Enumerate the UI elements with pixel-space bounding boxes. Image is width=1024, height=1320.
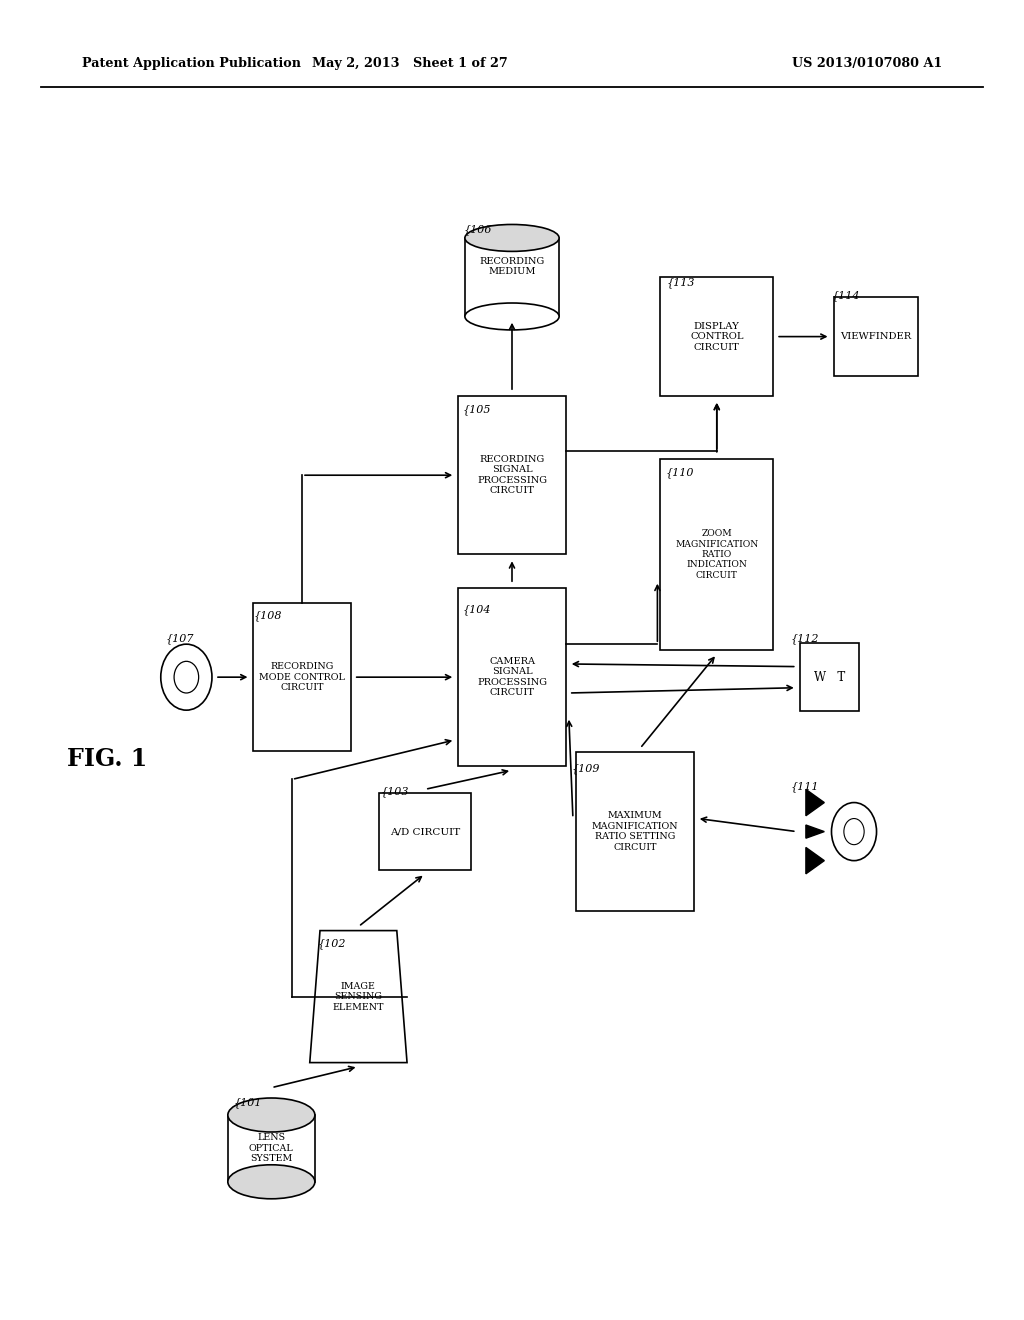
Polygon shape <box>806 847 824 874</box>
Bar <box>465 238 559 317</box>
Text: RECORDING
MODE CONTROL
CIRCUIT: RECORDING MODE CONTROL CIRCUIT <box>259 663 345 692</box>
Ellipse shape <box>227 1098 315 1133</box>
Bar <box>660 459 773 651</box>
Text: Patent Application Publication: Patent Application Publication <box>82 57 301 70</box>
Text: {105: {105 <box>463 404 492 414</box>
Text: {106: {106 <box>464 224 493 235</box>
Bar <box>575 752 694 911</box>
Bar <box>459 589 565 766</box>
Text: {107: {107 <box>166 634 195 644</box>
Polygon shape <box>309 931 407 1063</box>
Text: A/D CIRCUIT: A/D CIRCUIT <box>390 828 460 836</box>
Text: CAMERA
SIGNAL
PROCESSING
CIRCUIT: CAMERA SIGNAL PROCESSING CIRCUIT <box>477 657 547 697</box>
Bar <box>459 396 565 554</box>
Text: {108: {108 <box>254 610 283 620</box>
Text: May 2, 2013   Sheet 1 of 27: May 2, 2013 Sheet 1 of 27 <box>311 57 508 70</box>
Polygon shape <box>806 789 824 816</box>
Text: {110: {110 <box>666 467 694 478</box>
Text: {104: {104 <box>463 605 492 615</box>
Text: {101: {101 <box>233 1097 262 1107</box>
Text: RECORDING
MEDIUM: RECORDING MEDIUM <box>479 257 545 276</box>
Text: {114: {114 <box>831 290 860 301</box>
Text: ZOOM
MAGNIFICATION
RATIO
INDICATION
CIRCUIT: ZOOM MAGNIFICATION RATIO INDICATION CIRC… <box>675 529 759 579</box>
Circle shape <box>174 661 199 693</box>
Text: US 2013/0107080 A1: US 2013/0107080 A1 <box>792 57 942 70</box>
Text: {102: {102 <box>317 939 346 949</box>
Bar <box>660 277 773 396</box>
Circle shape <box>844 818 864 845</box>
Ellipse shape <box>227 1164 315 1199</box>
Text: {111: {111 <box>791 781 819 792</box>
Text: {112: {112 <box>791 634 819 644</box>
Text: RECORDING
SIGNAL
PROCESSING
CIRCUIT: RECORDING SIGNAL PROCESSING CIRCUIT <box>477 455 547 495</box>
Text: VIEWFINDER: VIEWFINDER <box>840 333 911 341</box>
Circle shape <box>161 644 212 710</box>
Text: DISPLAY
CONTROL
CIRCUIT: DISPLAY CONTROL CIRCUIT <box>690 322 743 351</box>
Circle shape <box>831 803 877 861</box>
Text: {113: {113 <box>667 277 695 288</box>
Polygon shape <box>806 825 824 838</box>
Ellipse shape <box>465 224 559 251</box>
Bar <box>379 793 471 870</box>
Bar <box>254 603 350 751</box>
Text: LENS
OPTICAL
SYSTEM: LENS OPTICAL SYSTEM <box>249 1134 294 1163</box>
Bar <box>834 297 918 376</box>
Bar <box>227 1115 315 1181</box>
Text: IMAGE
SENSING
ELEMENT: IMAGE SENSING ELEMENT <box>333 982 384 1011</box>
Text: {103: {103 <box>381 787 410 797</box>
Text: FIG. 1: FIG. 1 <box>67 747 146 771</box>
Bar <box>800 643 859 711</box>
Text: MAXIMUM
MAGNIFICATION
RATIO SETTING
CIRCUIT: MAXIMUM MAGNIFICATION RATIO SETTING CIRC… <box>592 812 678 851</box>
Text: {109: {109 <box>571 763 600 774</box>
Ellipse shape <box>465 304 559 330</box>
Text: W   T: W T <box>814 671 845 684</box>
